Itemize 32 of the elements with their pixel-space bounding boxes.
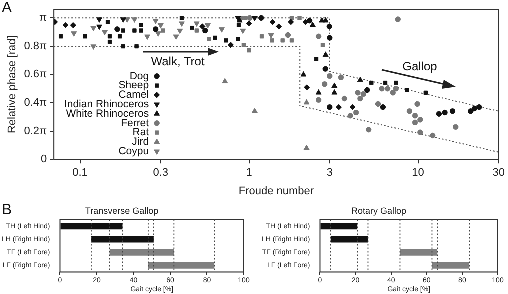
x-tick-label: 30 <box>492 167 506 180</box>
legend-label: Dog <box>130 70 150 82</box>
x-tick-label: 1 <box>246 167 252 180</box>
legend-label: Sheep <box>118 80 150 92</box>
annotation: Walk, Trot <box>151 54 206 68</box>
chart-title: Transverse Gallop <box>85 206 159 216</box>
y-tick-label: 0.8π <box>24 40 48 52</box>
y-tick-label: 0.2π <box>24 125 48 138</box>
y-tick-label: 0.6π <box>24 68 48 81</box>
annotation: Gallop <box>402 59 438 74</box>
bar <box>320 223 358 230</box>
bar <box>148 262 215 269</box>
legend-label: Ferret <box>121 117 150 130</box>
bar <box>91 236 154 243</box>
y-tick-label: 0.4π <box>24 97 48 110</box>
x-tick-label: 3 <box>326 167 333 180</box>
bar <box>400 249 438 256</box>
chart-title: Rotary Gallop <box>351 206 407 216</box>
bar <box>330 236 368 243</box>
bar <box>60 223 123 230</box>
bar <box>432 262 470 269</box>
x-axis-title: Froude number <box>238 185 314 198</box>
x-tick-label: 0.1 <box>72 167 88 180</box>
y-tick-label: 0 <box>40 154 48 166</box>
text: A <box>2 0 12 17</box>
bar <box>110 249 174 256</box>
text: B <box>2 202 12 219</box>
y-tick-label: π <box>39 12 48 24</box>
y-axis-title: Relative phase [rad] <box>6 36 19 134</box>
x-tick-label: 0.3 <box>153 167 169 180</box>
x-tick-label: 10 <box>412 167 424 180</box>
legend-label: White Rhinoceros <box>66 108 150 120</box>
